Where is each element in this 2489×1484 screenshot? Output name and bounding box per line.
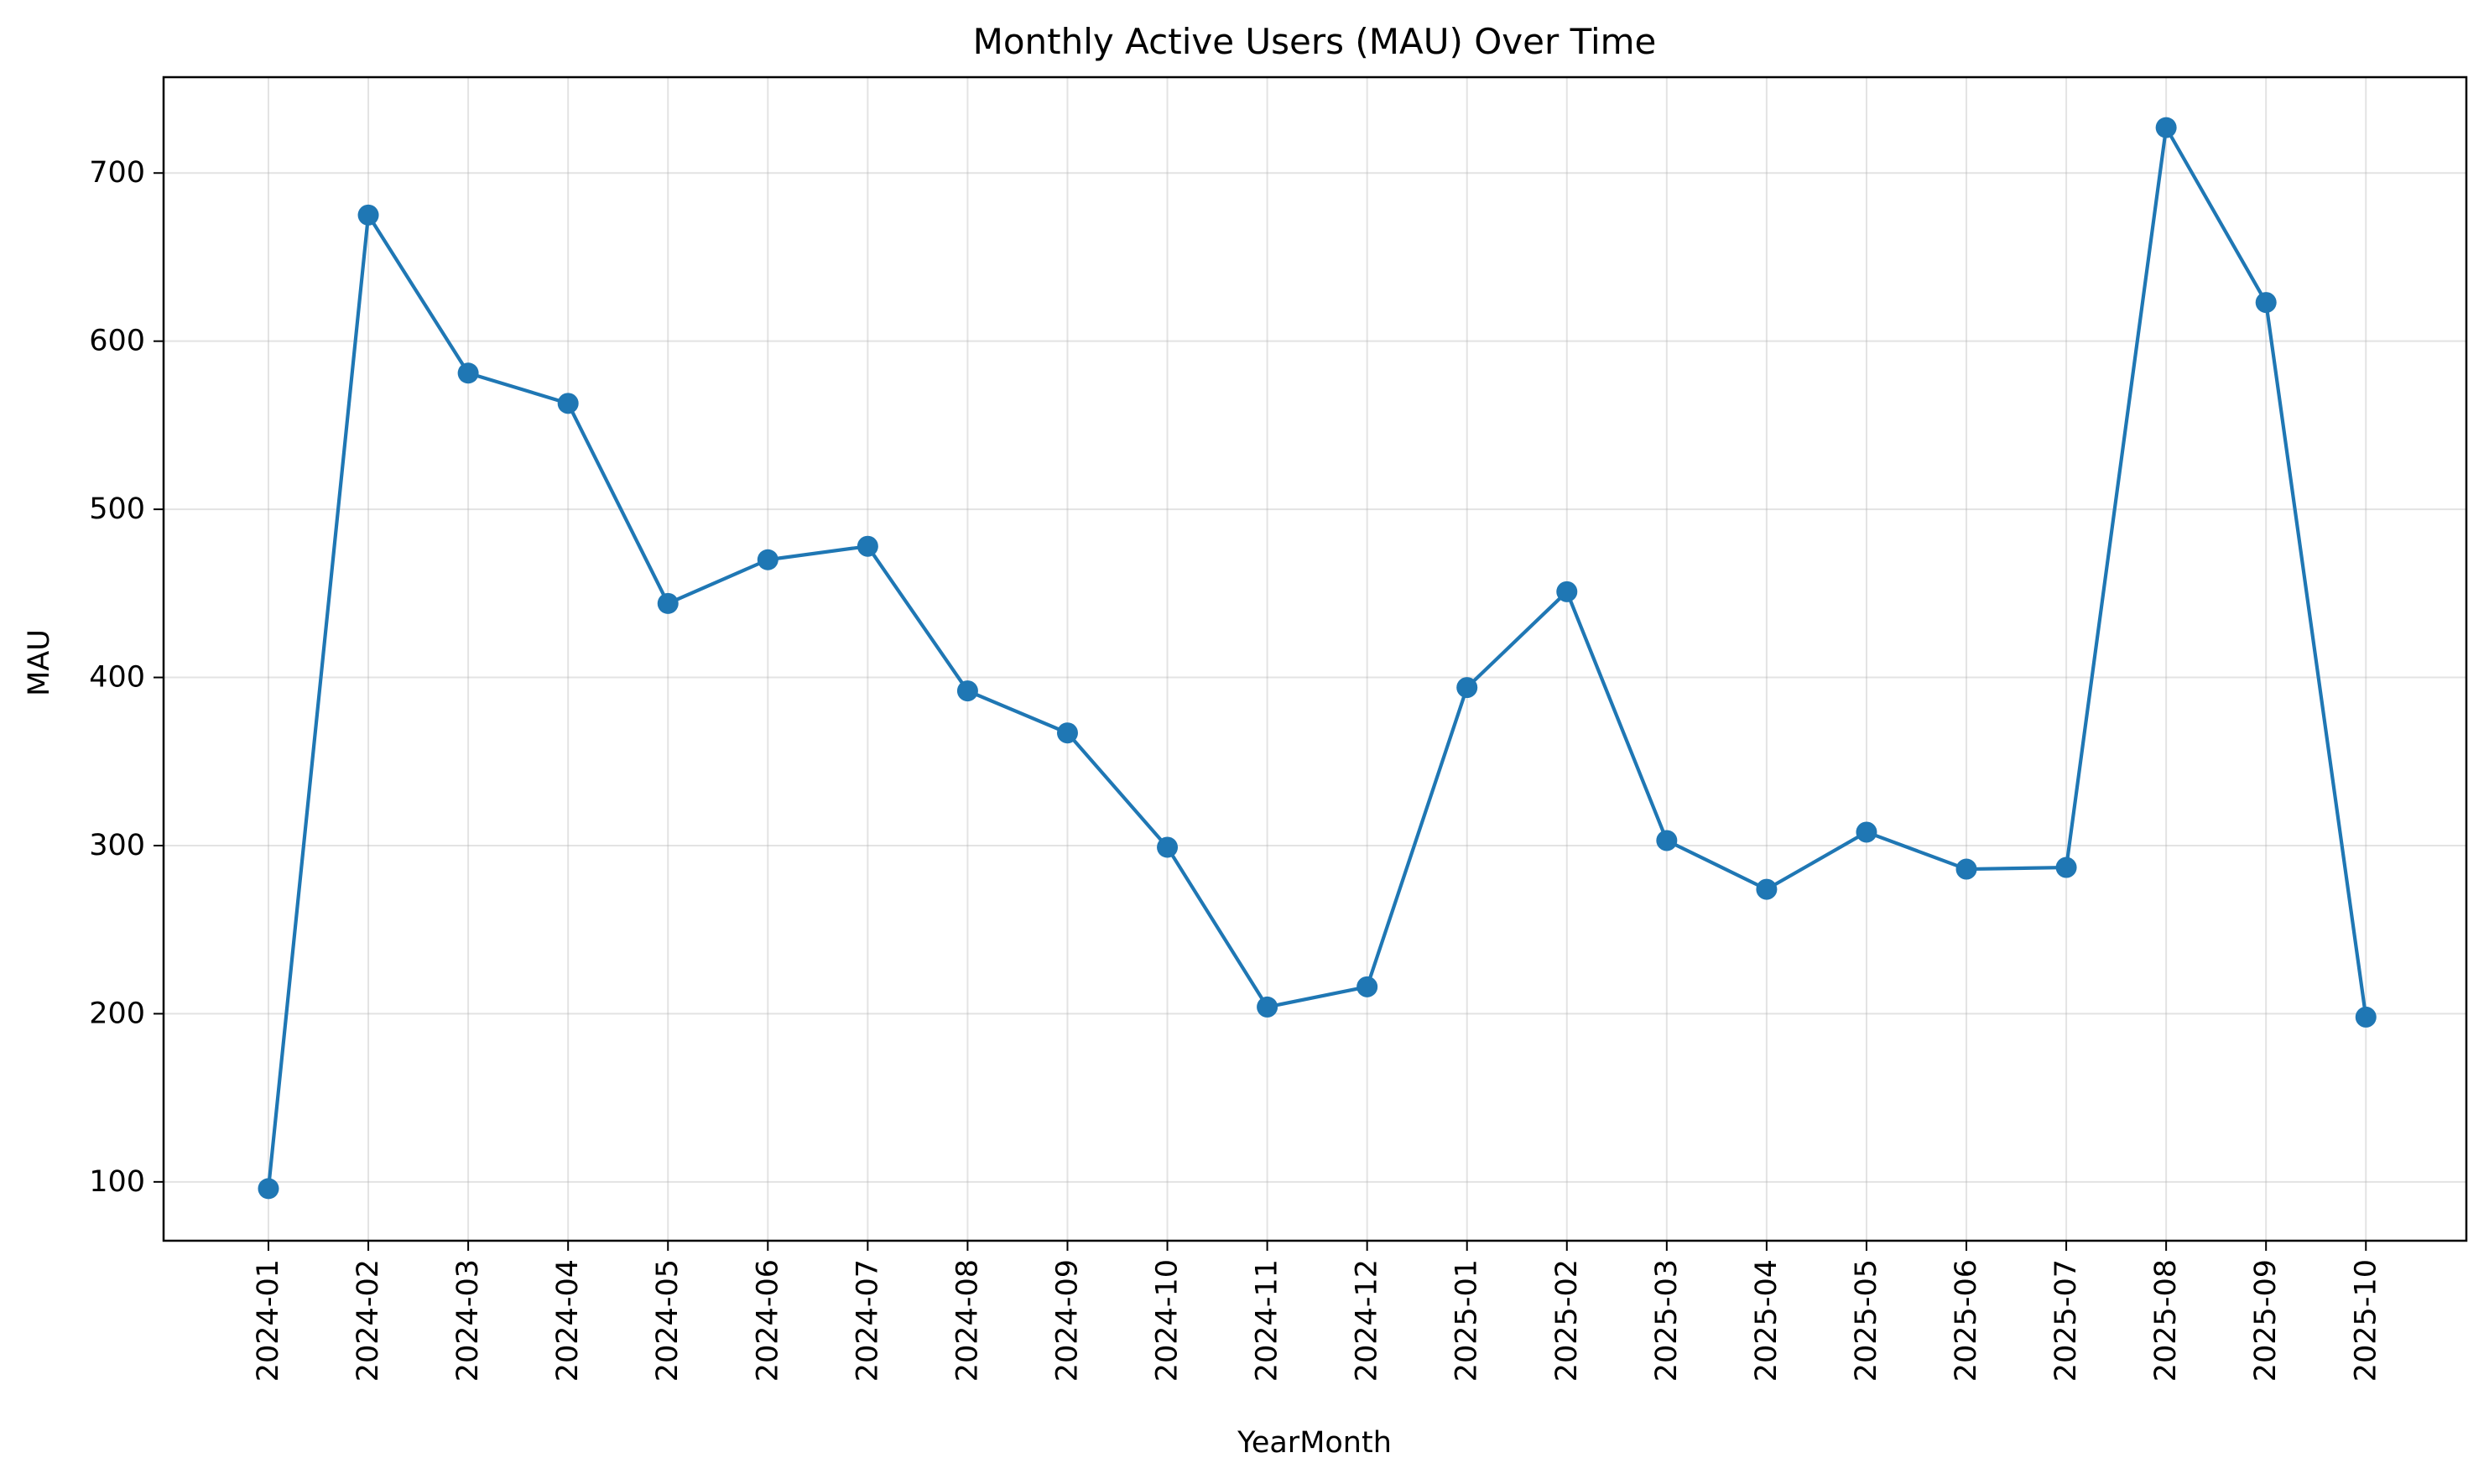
x-tick-label: 2025-08 xyxy=(2149,1259,2183,1382)
data-point xyxy=(2155,117,2177,138)
data-point xyxy=(357,204,379,226)
x-tick-label: 2025-05 xyxy=(1850,1259,1883,1382)
x-tick-label: 2025-03 xyxy=(1650,1259,1684,1382)
y-tick-label: 300 xyxy=(89,829,145,862)
y-tick-label: 700 xyxy=(89,156,145,190)
x-tick-label: 2024-03 xyxy=(451,1259,485,1382)
x-tick-label: 2024-08 xyxy=(950,1259,984,1382)
x-tick-label: 2024-04 xyxy=(551,1259,585,1382)
x-tick-label: 2025-06 xyxy=(1950,1259,1983,1382)
x-tick-label: 2025-09 xyxy=(2249,1259,2283,1382)
x-tick-label: 2024-06 xyxy=(751,1259,784,1382)
x-axis-label: YearMonth xyxy=(1237,1426,1392,1460)
data-point xyxy=(557,393,579,414)
data-point xyxy=(2355,1006,2377,1028)
data-point xyxy=(2055,857,2077,878)
data-point xyxy=(457,362,479,384)
data-point xyxy=(1955,858,1977,880)
x-tick-label: 2024-05 xyxy=(651,1259,685,1382)
data-point xyxy=(258,1178,279,1200)
x-tick-label: 2024-09 xyxy=(1050,1259,1084,1382)
chart-title: Monthly Active Users (MAU) Over Time xyxy=(973,21,1657,62)
axes: 2024-01 2024-02 2024-03 2024-04 2024-05 2024-… xyxy=(89,76,2468,1382)
series-line xyxy=(266,126,2368,1190)
y-axis-label: MAU xyxy=(23,629,56,696)
y-tick-label: 400 xyxy=(89,661,145,695)
grid-lines xyxy=(164,77,2466,1241)
data-point xyxy=(1756,878,1778,900)
data-point xyxy=(2255,292,2277,314)
data-point xyxy=(956,680,978,702)
x-tick-label: 2025-01 xyxy=(1450,1259,1484,1382)
x-tick-label: 2025-10 xyxy=(2349,1259,2382,1382)
data-point xyxy=(1157,836,1179,858)
data-point xyxy=(1656,830,1678,851)
data-point xyxy=(1556,581,1578,602)
y-tick-label: 500 xyxy=(89,492,145,526)
x-tick-label: 2025-02 xyxy=(1550,1259,1584,1382)
x-tick-label: 2024-01 xyxy=(252,1259,285,1382)
x-tick-label: 2024-10 xyxy=(1151,1259,1185,1382)
x-tick-label: 2025-04 xyxy=(1750,1259,1783,1382)
plot-frame xyxy=(162,76,2468,1242)
data-point xyxy=(1356,976,1378,997)
data-point xyxy=(1456,677,1478,699)
x-tick-label: 2024-12 xyxy=(1351,1259,1384,1382)
x-tick-label: 2024-02 xyxy=(351,1259,385,1382)
y-tick-label: 200 xyxy=(89,997,145,1030)
x-tick-label: 2024-07 xyxy=(851,1259,884,1382)
x-tick-label: 2025-07 xyxy=(2049,1259,2083,1382)
x-tick-label: 2024-11 xyxy=(1251,1259,1284,1382)
y-tick-label: 600 xyxy=(89,325,145,358)
data-series xyxy=(258,117,2377,1200)
y-tick-label: 100 xyxy=(89,1165,145,1199)
data-point xyxy=(757,549,778,570)
data-point xyxy=(1056,722,1078,744)
data-point xyxy=(1257,996,1278,1018)
data-point xyxy=(1856,821,1877,843)
data-point xyxy=(857,535,878,557)
data-point xyxy=(657,592,679,614)
